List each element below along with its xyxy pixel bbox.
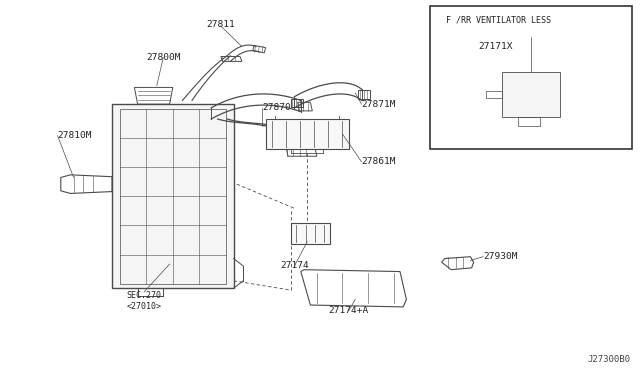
Text: SEC.270: SEC.270: [127, 291, 161, 300]
Text: F /RR VENTILATOR LESS: F /RR VENTILATOR LESS: [446, 16, 551, 25]
Text: 27870: 27870: [262, 103, 291, 112]
Polygon shape: [112, 104, 234, 288]
Polygon shape: [266, 119, 349, 149]
Bar: [430, 6, 632, 149]
Text: J27300B0: J27300B0: [588, 355, 630, 364]
Polygon shape: [502, 72, 560, 117]
Text: 27174: 27174: [280, 262, 308, 270]
Text: 27174+A: 27174+A: [329, 306, 369, 315]
Polygon shape: [291, 223, 330, 244]
Text: 27861M: 27861M: [362, 157, 396, 166]
Text: 27800M: 27800M: [146, 53, 180, 62]
Text: 27871M: 27871M: [362, 100, 396, 109]
Text: 27930M: 27930M: [483, 252, 518, 261]
Text: 27810M: 27810M: [58, 131, 92, 140]
Text: <27010>: <27010>: [127, 302, 161, 311]
Text: 27811: 27811: [207, 20, 235, 29]
Text: 27171X: 27171X: [479, 42, 513, 51]
